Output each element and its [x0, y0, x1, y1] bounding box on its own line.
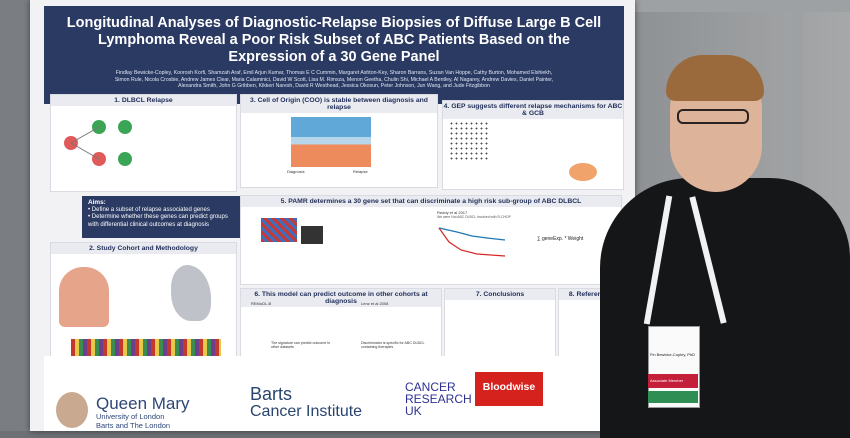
qm-sub-1: University of London: [96, 412, 165, 421]
panel-predict-outcome: 6. This model can predict outcome in oth…: [240, 288, 442, 358]
qm-sub-2: Barts and The London: [96, 421, 171, 430]
heatmap-small: [261, 218, 297, 242]
badge-red-strip: [648, 374, 698, 388]
venn-diagram: [569, 163, 597, 181]
signature-note-1: The signature can predict outcome in oth…: [271, 341, 331, 349]
section-title-1: 1. DLBCL Relapse: [51, 95, 236, 106]
poster-title: Longitudinal Analyses of Diagnostic-Rela…: [66, 15, 602, 65]
poster-header: Longitudinal Analyses of Diagnostic-Rela…: [44, 6, 624, 104]
km-curve: [438, 227, 506, 257]
author-photo: [56, 392, 88, 428]
barts-logo: Barts: [250, 384, 293, 404]
aim-item-1: Define a subset of relapse associated ge…: [91, 206, 210, 213]
coo-chart: [291, 117, 371, 167]
label-relapse: Relapse: [353, 169, 368, 174]
scatter-plot: [449, 121, 489, 161]
scientific-poster: Longitudinal Analyses of Diagnostic-Rela…: [30, 0, 635, 431]
score-formula: ∑ geneExp. * Weight: [537, 236, 584, 242]
aims-heading: Aims:: [88, 199, 106, 206]
section-title-7: 7. Conclusions: [445, 289, 555, 300]
badge-green-strip: [648, 391, 698, 403]
label-diagnosis: Diagnosis: [287, 169, 305, 174]
panel-dlbcl-relapse: 1. DLBCL Relapse: [50, 94, 237, 192]
signature-note-2: Discriminator is specific for ABC DLBCL …: [361, 341, 425, 349]
presenter-hair: [666, 55, 764, 101]
reddy-label: Reddy et al 2017: [437, 210, 468, 215]
panel-gep: 4. GEP suggests different relapse mechan…: [442, 100, 624, 190]
uk-map: [171, 265, 211, 321]
cru-line-1: CANCER: [405, 380, 456, 394]
cru-line-2: RESEARCH: [405, 392, 472, 406]
section-title-2: 2. Study Cohort and Methodology: [51, 243, 236, 254]
queen-mary-subtitle: University of London Barts and The Londo…: [96, 412, 170, 430]
panel-conclusions: 7. Conclusions: [444, 288, 556, 358]
reddy-note: We were Not ABC DLBCL Involved with R-CH…: [437, 215, 511, 219]
panel-cell-of-origin: 3. Cell of Origin (COO) is stable betwee…: [240, 94, 438, 188]
queen-mary-logo: Queen Mary: [96, 394, 190, 413]
remodl-label: REMoDL-B: [251, 301, 272, 306]
lenz-label: Lenz et al 2008: [361, 301, 389, 306]
barts-subtitle: Cancer Institute: [250, 403, 363, 420]
section-title-3: 3. Cell of Origin (COO) is stable betwee…: [241, 95, 437, 113]
section-title-8: 8. References: [559, 289, 623, 300]
badge-role: Associate Member: [650, 378, 684, 383]
aim-item-2: Determine whether these genes can predic…: [88, 214, 228, 228]
relapse-diagram: [64, 120, 132, 166]
section-title-5: 5. PAMR determines a 30 gene set that ca…: [241, 196, 621, 207]
booth-frame-top: [635, 0, 850, 12]
workflow-icons: [301, 226, 323, 244]
bloodwise-logo: Bloodwise: [475, 372, 543, 406]
cru-line-3: UK: [405, 404, 422, 418]
section-title-6: 6. This model can predict outcome in oth…: [241, 289, 441, 307]
cancer-research-uk-logo: CANCER RESEARCH UK: [405, 381, 472, 417]
presenter-shirt: [600, 178, 850, 438]
presenter-glasses: [677, 109, 749, 124]
poster-authors: Findlay Bewicke-Copley, Koorosh Korfi, S…: [114, 70, 554, 89]
body-figure: [59, 267, 109, 327]
badge-name: Fin Bewicke-Copley, PhD: [650, 352, 696, 357]
section-title-4: 4. GEP suggests different relapse mechan…: [443, 101, 623, 119]
panel-pamr: 5. PAMR determines a 30 gene set that ca…: [240, 195, 622, 285]
aims-box: Aims: • Define a subset of relapse assoc…: [82, 196, 244, 238]
